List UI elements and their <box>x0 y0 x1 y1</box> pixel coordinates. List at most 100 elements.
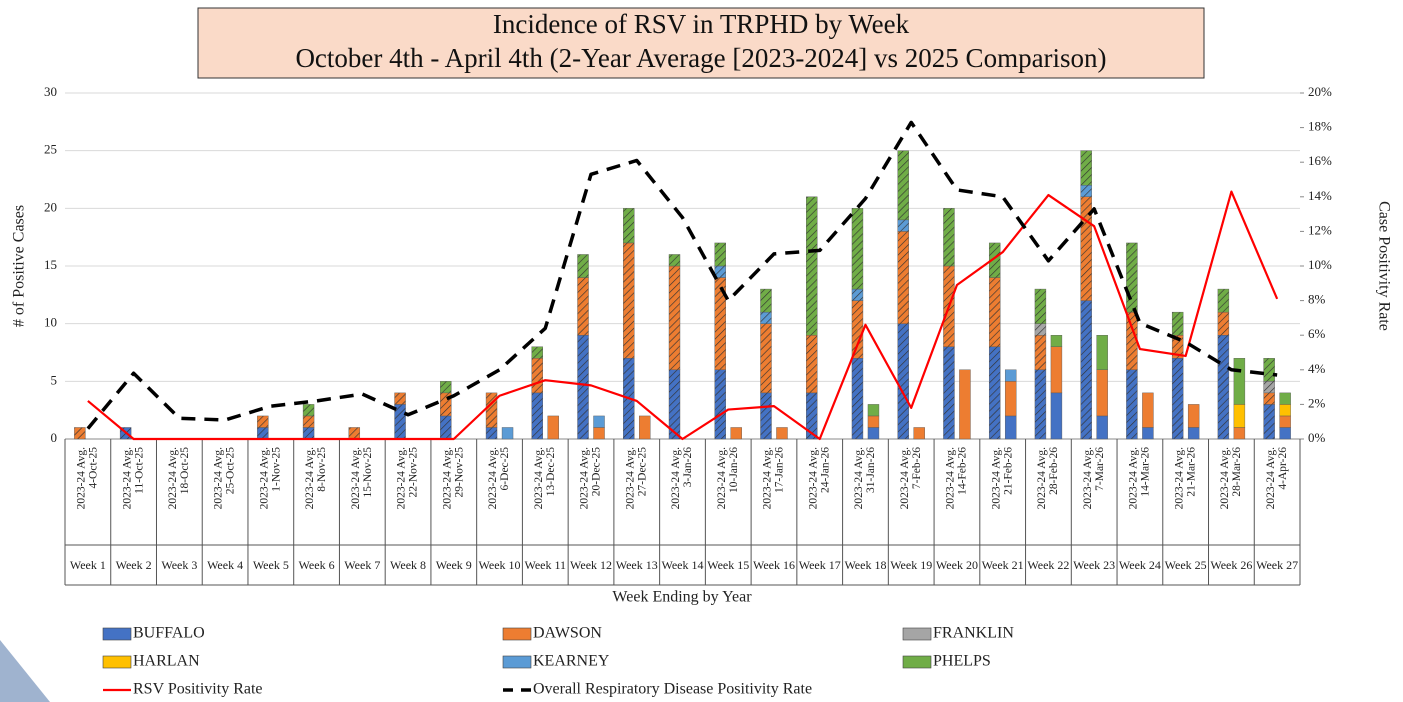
x-tick-label: 21-Feb-26 <box>1002 447 1014 495</box>
avg-label: 2023-24 Avg. <box>1265 447 1277 510</box>
avg-bar-segment <box>760 311 772 324</box>
legend-swatch <box>902 655 932 669</box>
avg-bar-segment <box>988 242 1001 278</box>
avg-bar-segment <box>1263 404 1275 440</box>
avg-bar-segment <box>897 231 909 324</box>
avg-bar-segment <box>485 427 498 440</box>
avg-bar-segment <box>806 335 818 394</box>
avg-bar-segment <box>714 242 726 267</box>
avg-label: 2023-24 Avg. <box>533 447 545 510</box>
avg-bar-segment <box>806 196 818 336</box>
bar-segment <box>1096 415 1108 440</box>
legend-label: Overall Respiratory Disease Positivity R… <box>533 681 812 698</box>
avg-bar-segment <box>1263 358 1275 382</box>
week-label: Week 26 <box>1210 558 1252 572</box>
avg-bar-segment <box>302 427 315 440</box>
chart-title: Incidence of RSV in TRPHD by Week <box>493 9 910 39</box>
avg-bar-segment <box>1080 300 1092 440</box>
y2-tick-label: 0% <box>1308 430 1326 445</box>
avg-bar-segment <box>394 404 406 440</box>
x-tick-label: 15-Nov-25 <box>362 447 374 498</box>
avg-bar-segment <box>1034 369 1047 440</box>
line-series <box>87 190 1279 441</box>
week-label: Week 17 <box>799 558 841 572</box>
avg-bar-segment <box>394 392 406 405</box>
avg-bar-segment <box>897 219 909 232</box>
avg-bar-segment <box>257 427 269 440</box>
x-tick-label: 6-Dec-25 <box>499 447 511 491</box>
x-tick-label: 4-Apr-26 <box>1277 447 1289 490</box>
bar-segment <box>1050 346 1063 394</box>
avg-bar-segment <box>1217 311 1230 336</box>
y2-tick-label: 2% <box>1308 395 1326 410</box>
avg-bar-segment <box>1126 242 1138 313</box>
avg-label: 2023-24 Avg. <box>396 447 408 510</box>
x-tick-label: 29-Nov-25 <box>453 447 465 498</box>
avg-bar-segment <box>851 208 864 290</box>
avg-bar-segment <box>760 288 772 313</box>
week-label: Week 1 <box>70 558 106 572</box>
bar-segment <box>867 415 880 428</box>
avg-bar-segment <box>302 415 315 428</box>
week-label: Week 2 <box>116 558 152 572</box>
avg-label: 2023-24 Avg. <box>213 447 225 510</box>
y-tick-label: 20 <box>44 199 57 214</box>
avg-label: 2023-24 Avg. <box>350 447 362 510</box>
avg-bar-segment <box>1171 358 1184 440</box>
chart-subtitle: October 4th - April 4th (2-Year Average … <box>295 43 1106 73</box>
avg-bar-segment <box>668 254 681 267</box>
avg-bar-segment <box>851 358 864 440</box>
week-label: Week 25 <box>1165 558 1207 572</box>
week-label: Week 24 <box>1119 558 1161 572</box>
x-tick-label: 24-Jan-26 <box>819 447 831 493</box>
x-tick-label: 10-Jan-26 <box>728 447 740 493</box>
avg-bar-segment <box>577 277 589 336</box>
y2-tick-label: 8% <box>1308 292 1326 307</box>
avg-bar-segment <box>897 150 909 221</box>
x-tick-label: 22-Nov-25 <box>408 447 420 498</box>
avg-bar-segment <box>440 415 452 440</box>
legend-swatch <box>102 627 132 641</box>
bar-segment <box>1187 427 1200 440</box>
avg-label: 2023-24 Avg. <box>121 447 133 510</box>
avg-bar-segment <box>988 346 1001 440</box>
legend-label: BUFFALO <box>133 625 205 642</box>
legend-swatch <box>502 655 532 669</box>
avg-bar-segment <box>485 392 498 428</box>
x-tick-label: 4-Oct-25 <box>88 447 100 489</box>
avg-label: 2023-24 Avg. <box>990 447 1002 510</box>
bar-segment <box>501 427 514 440</box>
bar-segment <box>730 427 742 440</box>
avg-bar-segment <box>623 208 635 244</box>
x-tick-label: 14-Feb-26 <box>957 447 969 495</box>
avg-label: 2023-24 Avg. <box>167 447 179 510</box>
avg-label: 2023-24 Avg. <box>807 447 819 510</box>
avg-label: 2023-24 Avg. <box>945 447 957 510</box>
week-label: Week 16 <box>753 558 795 572</box>
avg-label: 2023-24 Avg. <box>670 447 682 510</box>
avg-bar-segment <box>943 208 955 267</box>
avg-label: 2023-24 Avg. <box>1219 447 1231 510</box>
avg-label: 2023-24 Avg. <box>624 447 636 510</box>
bar-segment <box>1279 392 1291 405</box>
bar-segment <box>913 427 925 440</box>
x-tick-label: 11-Oct-25 <box>133 447 145 494</box>
avg-label: 2023-24 Avg. <box>1036 447 1048 510</box>
avg-bar-segment <box>531 358 543 394</box>
y2-tick-label: 4% <box>1308 361 1326 376</box>
avg-bar-segment <box>1217 335 1230 440</box>
bar-segment <box>639 415 651 440</box>
avg-label: 2023-24 Avg. <box>258 447 270 510</box>
week-label: Week 10 <box>479 558 521 572</box>
bar-segment <box>1233 358 1246 405</box>
week-label: Week 12 <box>570 558 612 572</box>
bar-segment <box>1050 392 1063 440</box>
y-tick-label: 5 <box>51 372 58 387</box>
avg-label: 2023-24 Avg. <box>1128 447 1140 510</box>
avg-bar-segment <box>1034 288 1047 324</box>
x-tick-label: 1-Nov-25 <box>270 447 282 492</box>
avg-bar-segment <box>531 346 543 359</box>
legend-label: HARLAN <box>133 653 200 670</box>
y-axis-title: # of Positive Cases <box>11 205 28 327</box>
bar-segment <box>1050 335 1063 347</box>
